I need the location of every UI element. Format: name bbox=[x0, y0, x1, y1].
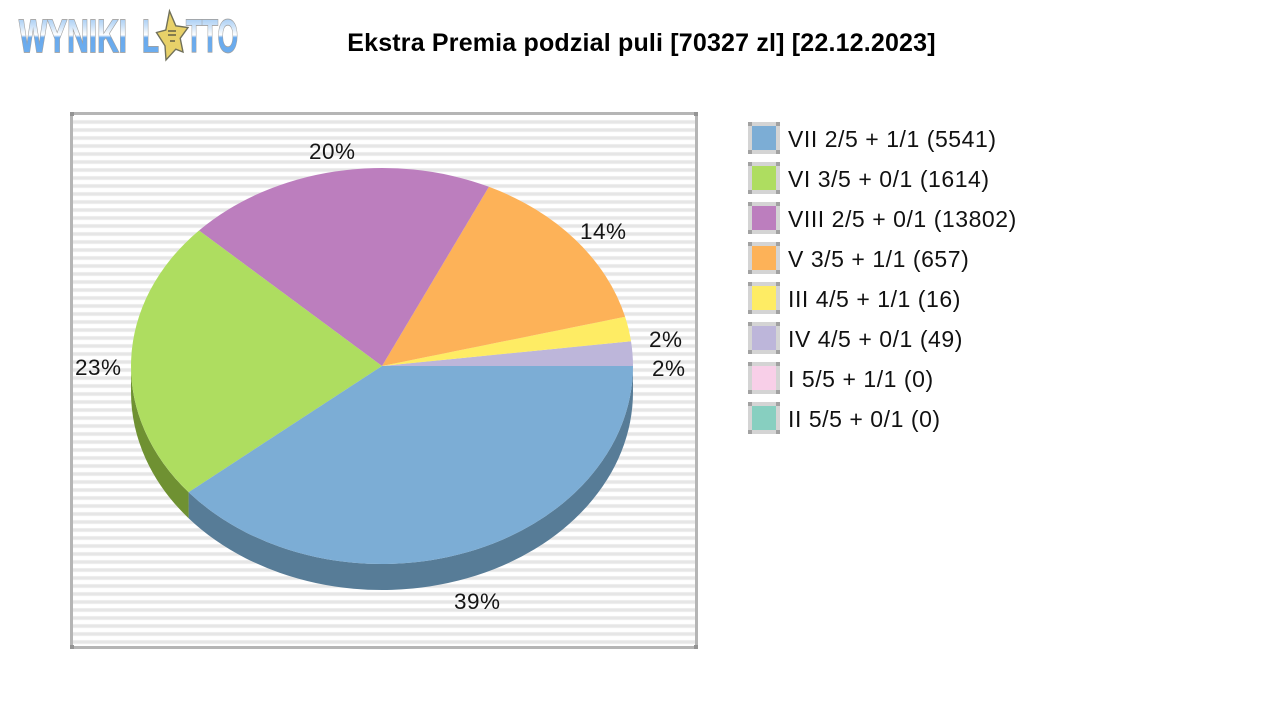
svg-text:TTO: TTO bbox=[186, 10, 238, 62]
svg-text:L: L bbox=[142, 10, 159, 62]
svg-text:WYNIKI: WYNIKI bbox=[19, 10, 127, 62]
